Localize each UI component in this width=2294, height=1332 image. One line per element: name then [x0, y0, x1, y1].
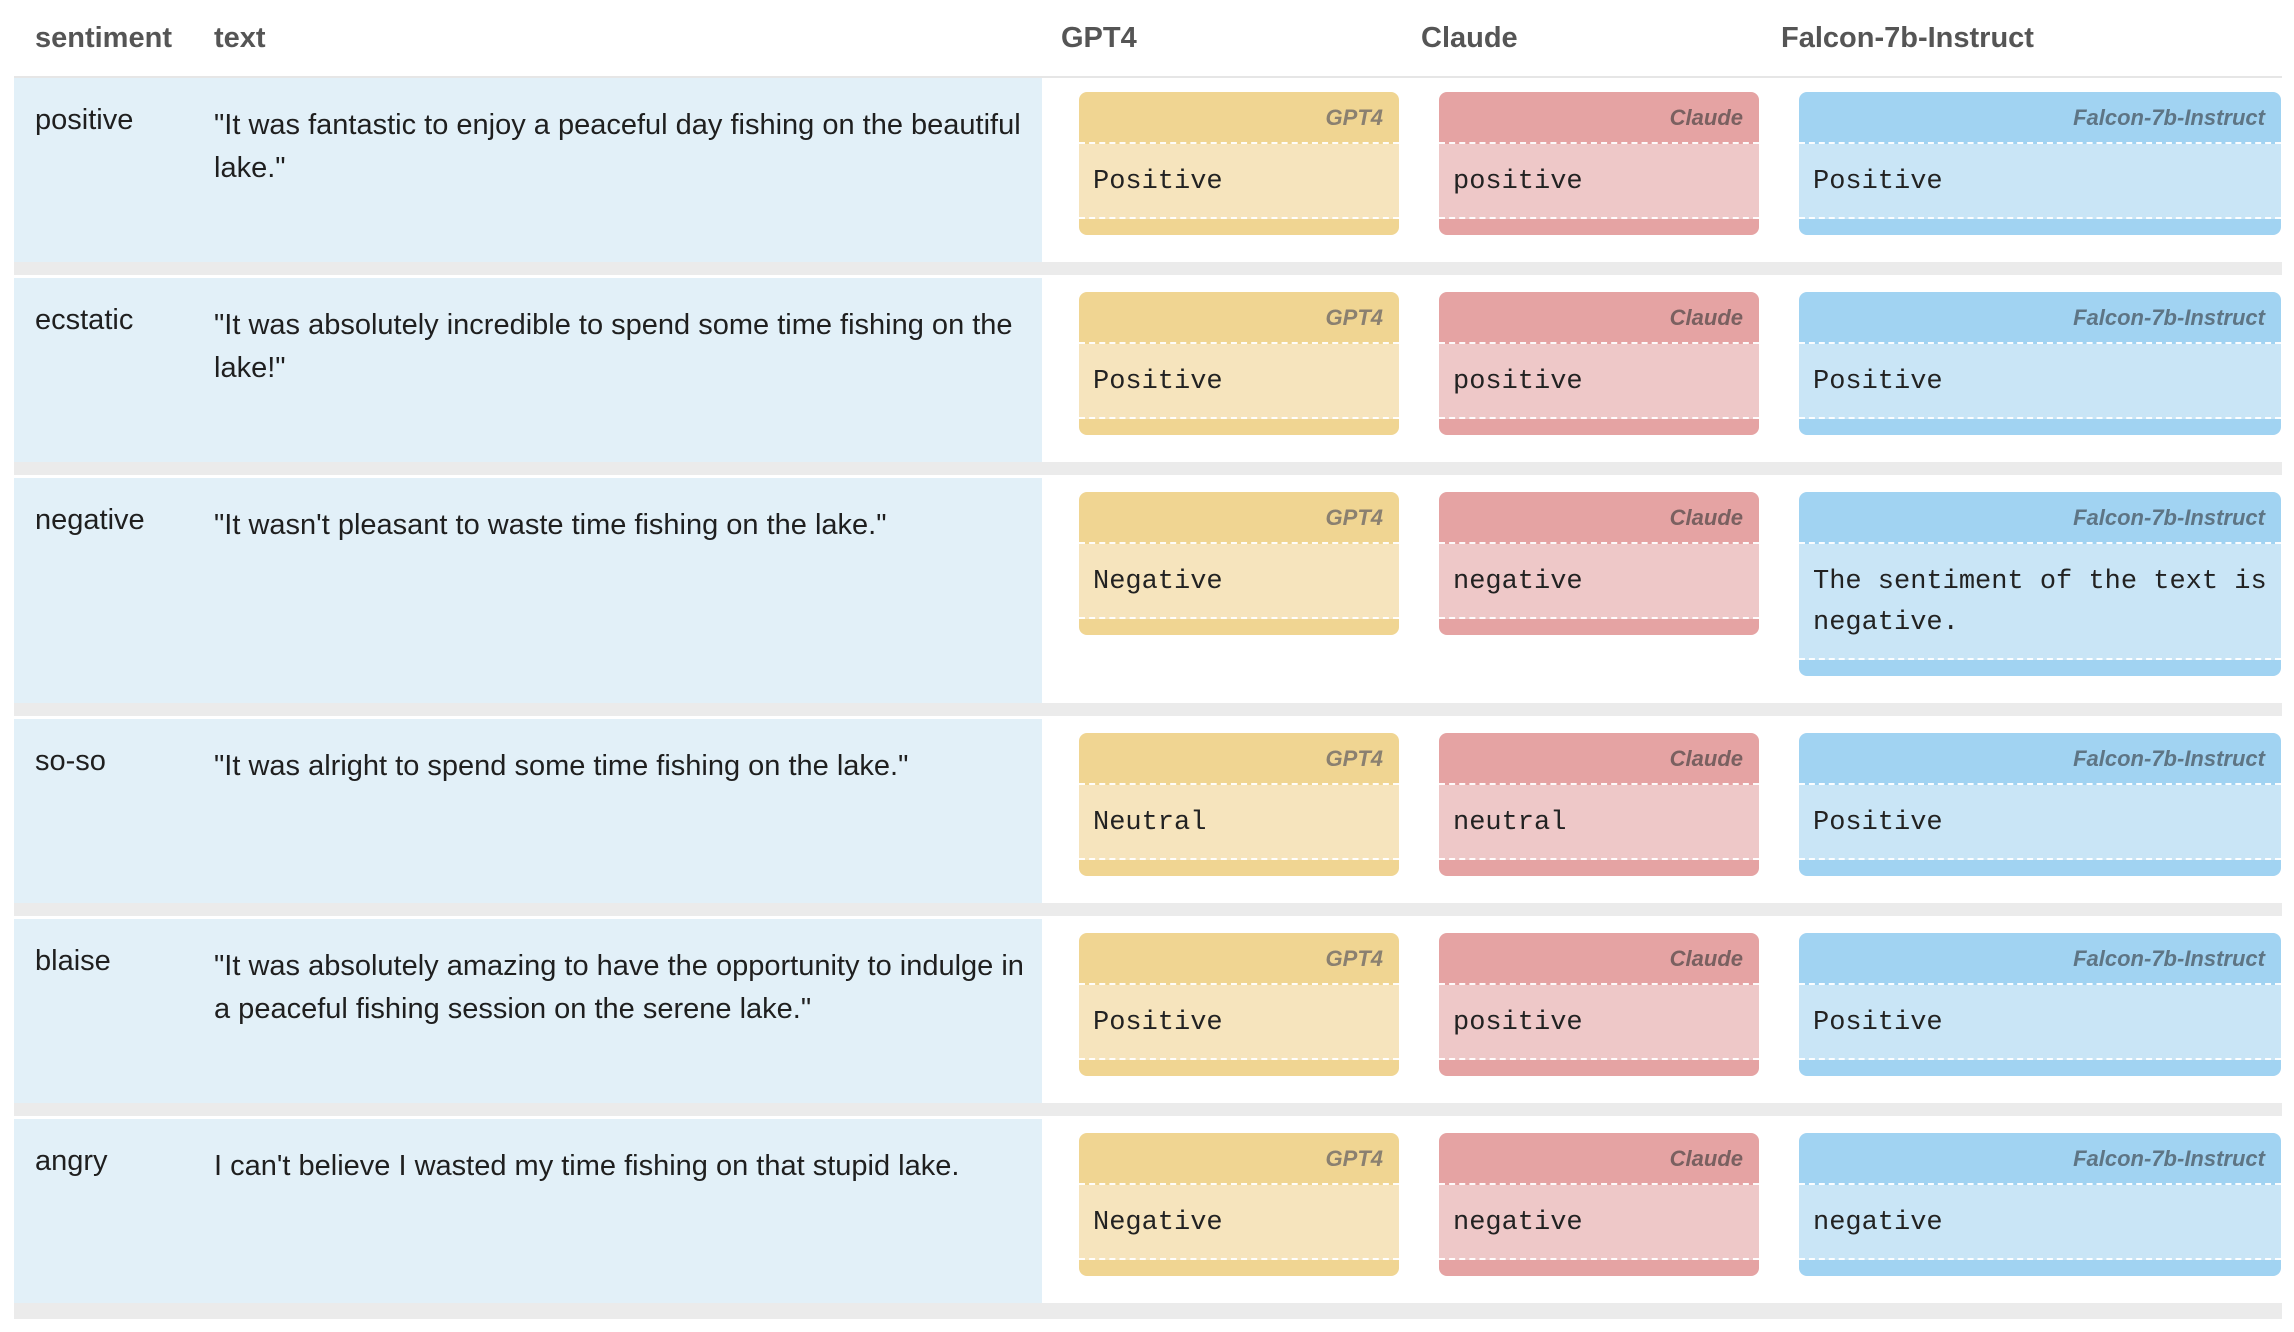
- gpt4-card: GPT4 Positive: [1079, 92, 1399, 235]
- falcon-output: Positive: [1799, 144, 2281, 219]
- header-gpt4: GPT4: [1061, 22, 1137, 54]
- claude-card: Claude neutral: [1439, 733, 1759, 876]
- row-right-panel: GPT4 Negative Claude negative Falcon-7b-…: [1042, 1119, 2282, 1303]
- claude-card-label: Claude: [1669, 1146, 1743, 1171]
- falcon-card: Falcon-7b-Instruct Positive: [1799, 933, 2281, 1076]
- gpt4-output: Positive: [1079, 985, 1399, 1060]
- sentiment-label: so-so: [35, 745, 106, 777]
- falcon-card-label: Falcon-7b-Instruct: [2073, 505, 2265, 530]
- claude-card: Claude negative: [1439, 1133, 1759, 1276]
- falcon-card: Falcon-7b-Instruct The sentiment of the …: [1799, 492, 2281, 676]
- falcon-card-label: Falcon-7b-Instruct: [2073, 1146, 2265, 1171]
- sentiment-label: blaise: [35, 945, 111, 977]
- table-row: blaise "It was absolutely amazing to hav…: [14, 919, 2282, 1116]
- claude-output: positive: [1439, 985, 1759, 1060]
- row-text: "It was fantastic to enjoy a peaceful da…: [214, 109, 1021, 184]
- claude-card-label: Claude: [1669, 105, 1743, 130]
- gpt4-output: Positive: [1079, 344, 1399, 419]
- gpt4-output: Negative: [1079, 1185, 1399, 1260]
- claude-card: Claude positive: [1439, 92, 1759, 235]
- sentiment-label: negative: [35, 504, 145, 536]
- gpt4-card: GPT4 Negative: [1079, 492, 1399, 635]
- header-falcon: Falcon-7b-Instruct: [1781, 22, 2034, 54]
- table-row: so-so "It was alright to spend some time…: [14, 719, 2282, 916]
- gpt4-card: GPT4 Positive: [1079, 292, 1399, 435]
- falcon-card: Falcon-7b-Instruct Positive: [1799, 92, 2281, 235]
- sentiment-label: positive: [35, 104, 134, 136]
- falcon-output: Positive: [1799, 985, 2281, 1060]
- falcon-card: Falcon-7b-Instruct negative: [1799, 1133, 2281, 1276]
- claude-card: Claude negative: [1439, 492, 1759, 635]
- gpt4-card-label: GPT4: [1325, 946, 1383, 971]
- row-left-panel: angry I can't believe I wasted my time f…: [14, 1119, 1042, 1303]
- claude-output: positive: [1439, 144, 1759, 219]
- gpt4-card: GPT4 Neutral: [1079, 733, 1399, 876]
- claude-output: negative: [1439, 1185, 1759, 1260]
- sentiment-label: ecstatic: [35, 304, 134, 336]
- row-right-panel: GPT4 Negative Claude negative Falcon-7b-…: [1042, 478, 2282, 703]
- gpt4-output: Negative: [1079, 544, 1399, 619]
- row-left-panel: positive "It was fantastic to enjoy a pe…: [14, 78, 1042, 262]
- table-row: negative "It wasn't pleasant to waste ti…: [14, 478, 2282, 716]
- claude-card-label: Claude: [1669, 946, 1743, 971]
- gpt4-card-label: GPT4: [1325, 305, 1383, 330]
- claude-output: positive: [1439, 344, 1759, 419]
- claude-card: Claude positive: [1439, 292, 1759, 435]
- table-row: angry I can't believe I wasted my time f…: [14, 1119, 2282, 1319]
- falcon-card: Falcon-7b-Instruct Positive: [1799, 733, 2281, 876]
- row-right-panel: GPT4 Neutral Claude neutral Falcon-7b-In…: [1042, 719, 2282, 903]
- falcon-output: Positive: [1799, 785, 2281, 860]
- row-left-panel: ecstatic "It was absolutely incredible t…: [14, 278, 1042, 462]
- gpt4-card-label: GPT4: [1325, 1146, 1383, 1171]
- row-right-panel: GPT4 Positive Claude positive Falcon-7b-…: [1042, 78, 2282, 262]
- claude-output: neutral: [1439, 785, 1759, 860]
- row-text: "It wasn't pleasant to waste time fishin…: [214, 509, 887, 541]
- claude-card-label: Claude: [1669, 746, 1743, 771]
- row-text: "It was alright to spend some time fishi…: [214, 750, 909, 782]
- row-right-panel: GPT4 Positive Claude positive Falcon-7b-…: [1042, 278, 2282, 462]
- falcon-output: The sentiment of the text is negative.: [1799, 544, 2281, 660]
- falcon-card-label: Falcon-7b-Instruct: [2073, 946, 2265, 971]
- row-left-panel: blaise "It was absolutely amazing to hav…: [14, 919, 1042, 1103]
- falcon-card: Falcon-7b-Instruct Positive: [1799, 292, 2281, 435]
- falcon-card-label: Falcon-7b-Instruct: [2073, 746, 2265, 771]
- gpt4-card: GPT4 Negative: [1079, 1133, 1399, 1276]
- gpt4-output: Neutral: [1079, 785, 1399, 860]
- row-left-panel: negative "It wasn't pleasant to waste ti…: [14, 478, 1042, 703]
- claude-output: negative: [1439, 544, 1759, 619]
- gpt4-output: Positive: [1079, 144, 1399, 219]
- row-left-panel: so-so "It was alright to spend some time…: [14, 719, 1042, 903]
- claude-card-label: Claude: [1669, 305, 1743, 330]
- row-text: "It was absolutely amazing to have the o…: [214, 950, 1024, 1025]
- gpt4-card-label: GPT4: [1325, 505, 1383, 530]
- row-right-panel: GPT4 Positive Claude positive Falcon-7b-…: [1042, 919, 2282, 1103]
- header-text: text: [214, 22, 266, 54]
- falcon-output: Positive: [1799, 344, 2281, 419]
- falcon-card-label: Falcon-7b-Instruct: [2073, 305, 2265, 330]
- table-header: sentiment text GPT4 Claude Falcon-7b-Ins…: [14, 0, 2282, 78]
- claude-card: Claude positive: [1439, 933, 1759, 1076]
- gpt4-card-label: GPT4: [1325, 746, 1383, 771]
- table-row: ecstatic "It was absolutely incredible t…: [14, 278, 2282, 475]
- falcon-card-label: Falcon-7b-Instruct: [2073, 105, 2265, 130]
- sentiment-label: angry: [35, 1145, 108, 1177]
- falcon-output: negative: [1799, 1185, 2281, 1260]
- table-row: positive "It was fantastic to enjoy a pe…: [14, 78, 2282, 275]
- row-text: I can't believe I wasted my time fishing…: [214, 1150, 960, 1182]
- header-sentiment: sentiment: [35, 22, 172, 54]
- header-claude: Claude: [1421, 22, 1518, 54]
- gpt4-card-label: GPT4: [1325, 105, 1383, 130]
- row-text: "It was absolutely incredible to spend s…: [214, 309, 1013, 384]
- gpt4-card: GPT4 Positive: [1079, 933, 1399, 1076]
- claude-card-label: Claude: [1669, 505, 1743, 530]
